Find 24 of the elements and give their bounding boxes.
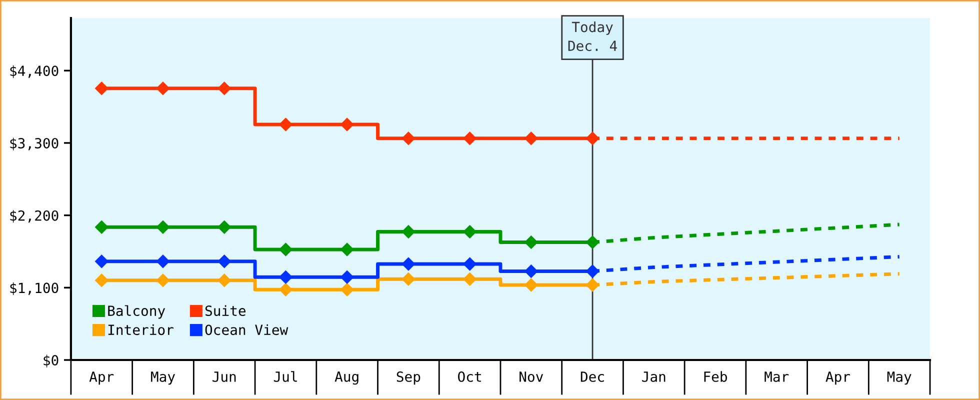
ref-line-label: Today Dec. 4 (568, 21, 617, 52)
y-tick-label: $2,200 (10, 210, 58, 223)
x-tick-label: Apr (826, 372, 850, 385)
legend-label: Suite (205, 305, 246, 316)
x-tick-label: Nov (520, 372, 544, 382)
y-tick-label: $1,100 (10, 282, 58, 296)
x-tick-label: Feb (704, 371, 727, 382)
x-tick-label: Sep (396, 371, 420, 385)
legend-label: Balcony (108, 305, 166, 319)
x-tick-label: Jun (212, 372, 236, 382)
x-tick-label: May (151, 372, 175, 385)
x-tick-label: Jan (642, 372, 666, 382)
x-tick-label: Dec (580, 372, 604, 382)
y-tick-label: $3,300 (10, 138, 58, 150)
y-tick-label: $0 (44, 354, 58, 368)
legend-label: Interior (108, 324, 174, 336)
x-tick-label: May (887, 372, 912, 385)
legend-label: Ocean View (205, 324, 288, 336)
x-tick-label: Aug (334, 372, 358, 385)
x-tick-label: Apr (89, 372, 114, 385)
x-tick-label: Oct (458, 371, 481, 382)
y-tick-label: $4,400 (10, 65, 58, 78)
x-tick-label: Jul (274, 371, 297, 382)
x-tick-label: Mar (764, 372, 789, 382)
